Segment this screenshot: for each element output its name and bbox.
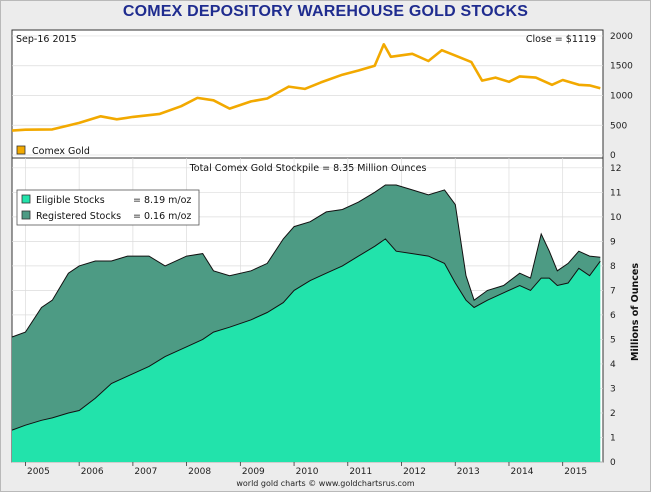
legend-value-eligible: = 8.19 m/oz [133,195,191,206]
bottom-panel-title: Total Comex Gold Stockpile = 8.35 Millio… [189,163,427,174]
chart-title: COMEX DEPOSITORY WAREHOUSE GOLD STOCKS [122,3,529,20]
bottom-y-tick-label: 12 [610,164,621,174]
x-tick-label: 2011 [349,467,372,477]
series-line-comex-gold [11,42,601,132]
x-tick-label: 2006 [81,467,104,477]
legend-box [16,189,200,226]
bottom-y-tick-label: 3 [610,384,616,394]
top-panel-series [11,42,601,132]
x-tick-label: 2009 [242,467,265,477]
legend-label-comex-gold: Comex Gold [32,146,90,157]
legend-swatch-registered [21,210,31,220]
bottom-y-tick-label: 9 [610,237,616,247]
series-outline-total [11,184,601,338]
series-outline-eligible [11,238,601,431]
bottom-y-tick-label: 0 [610,458,616,468]
bottom-y-tick-label: 2 [610,409,616,419]
top-panel-plot-area [11,29,604,159]
bottom-panel-series [11,184,601,462]
bottom-y-tick-label: 1 [610,433,616,443]
bottom-y-tick-label: 11 [610,188,621,198]
legend-label-eligible: Eligible Stocks [36,195,105,206]
x-tick-label: 2013 [457,467,480,477]
bottom-y-tick-label: 6 [610,311,616,321]
close-label: Close = $1119 [526,34,596,45]
bottom-y-tick-label: 7 [610,286,616,296]
x-tick-label: 2014 [511,467,534,477]
x-tick-label: 2008 [188,467,211,477]
y-axis-label: Millions of Ounces [630,263,641,361]
top-y-tick-label: 1500 [610,62,633,72]
legend-value-registered: = 0.16 m/oz [133,211,191,222]
legend-swatch-comex-gold [16,145,26,155]
x-tick-label: 2007 [134,467,157,477]
series-area-registered [12,185,601,431]
top-panel-grid [12,35,603,156]
date-label: Sep-16 2015 [16,34,77,45]
x-tick-label: 2005 [27,467,50,477]
credit-line: world gold charts © www.goldchartsrus.co… [236,479,415,488]
legend-label-registered: Registered Stocks [36,211,121,222]
bottom-y-tick-label: 8 [610,262,616,272]
bottom-y-tick-label: 4 [610,360,616,370]
bottom-y-tick-label: 5 [610,335,616,345]
top-y-tick-label: 0 [610,151,616,161]
series-area-eligible [12,238,601,462]
x-tick-label: 2015 [564,467,587,477]
top-panel-y-ticks: 0 500 1000 1500 2000 [610,32,633,161]
top-y-tick-label: 2000 [610,32,633,42]
top-y-tick-label: 1000 [610,91,633,101]
x-tick-label: 2012 [403,467,426,477]
top-y-tick-label: 500 [610,121,627,131]
legend-swatch-eligible [21,194,31,204]
bottom-panel-x-ticks: 2005 2006 2007 2008 2009 2010 2011 2012 2013 2014… [25,462,587,477]
x-tick-label: 2010 [296,467,319,477]
bottom-y-tick-label: 10 [610,213,622,223]
